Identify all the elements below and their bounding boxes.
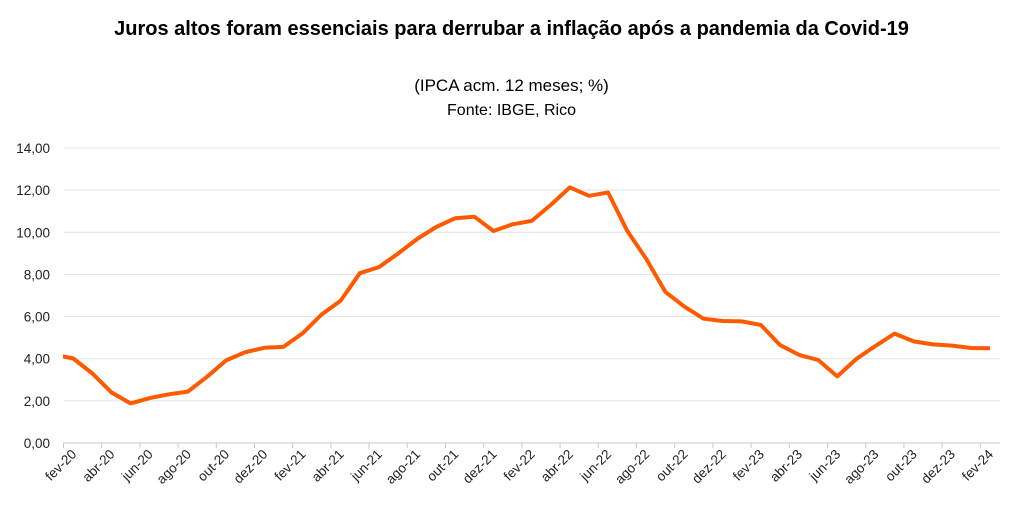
y-tick-label: 8,00	[24, 267, 50, 282]
x-tick-label: ago-22	[612, 447, 652, 487]
y-tick-label: 0,00	[24, 436, 50, 451]
x-tick-label: abr-20	[79, 447, 117, 485]
x-tick-label: jun-21	[347, 447, 385, 485]
y-tick-label: 2,00	[24, 394, 50, 409]
y-tick-label: 6,00	[24, 310, 50, 325]
x-tick-label: jun-22	[576, 447, 614, 485]
x-tick-label: jun-23	[806, 447, 844, 485]
x-tick-label: dez-22	[689, 447, 729, 487]
y-tick-label: 4,00	[24, 352, 50, 367]
x-tick-label: abr-23	[767, 447, 805, 485]
x-tick-label: ago-20	[154, 447, 194, 487]
x-tick-label: out-20	[195, 447, 233, 485]
y-tick-label: 12,00	[16, 183, 50, 198]
chart-title: Juros altos foram essenciais para derrub…	[114, 18, 909, 40]
x-tick-label: out-22	[653, 447, 691, 485]
x-tick-label: fev-23	[730, 447, 767, 484]
series-group	[63, 185, 991, 406]
x-tick-label: abr-21	[309, 447, 347, 485]
x-tick-label: fev-24	[959, 446, 996, 483]
x-axis	[63, 442, 1000, 448]
series-line-ipca	[63, 185, 991, 406]
x-tick-label: jun-20	[118, 447, 156, 485]
x-tick-label: fev-22	[501, 447, 538, 484]
x-tick-label: dez-23	[918, 447, 958, 487]
gridlines	[63, 147, 1000, 402]
x-tick-label: abr-22	[538, 447, 576, 485]
x-tick-label: fev-20	[42, 447, 79, 484]
y-tick-label: 10,00	[16, 225, 50, 240]
x-tick-label: ago-23	[841, 447, 881, 487]
chart-source: Fonte: IBGE, Rico	[447, 102, 576, 119]
x-tick-label: out-23	[882, 447, 920, 485]
chart-subtitle: (IPCA acm. 12 meses; %)	[414, 76, 609, 95]
x-tick-label: dez-21	[460, 447, 500, 487]
y-axis-ticks: 0,00 2,00 4,00 6,00 8,00 10,00 12,00 14,00	[16, 141, 50, 451]
x-tick-label: dez-20	[231, 447, 271, 487]
x-tick-label: out-21	[424, 447, 462, 485]
y-tick-label: 14,00	[16, 141, 50, 156]
x-tick-label: ago-21	[383, 447, 423, 487]
x-tick-label: fev-21	[271, 447, 308, 484]
